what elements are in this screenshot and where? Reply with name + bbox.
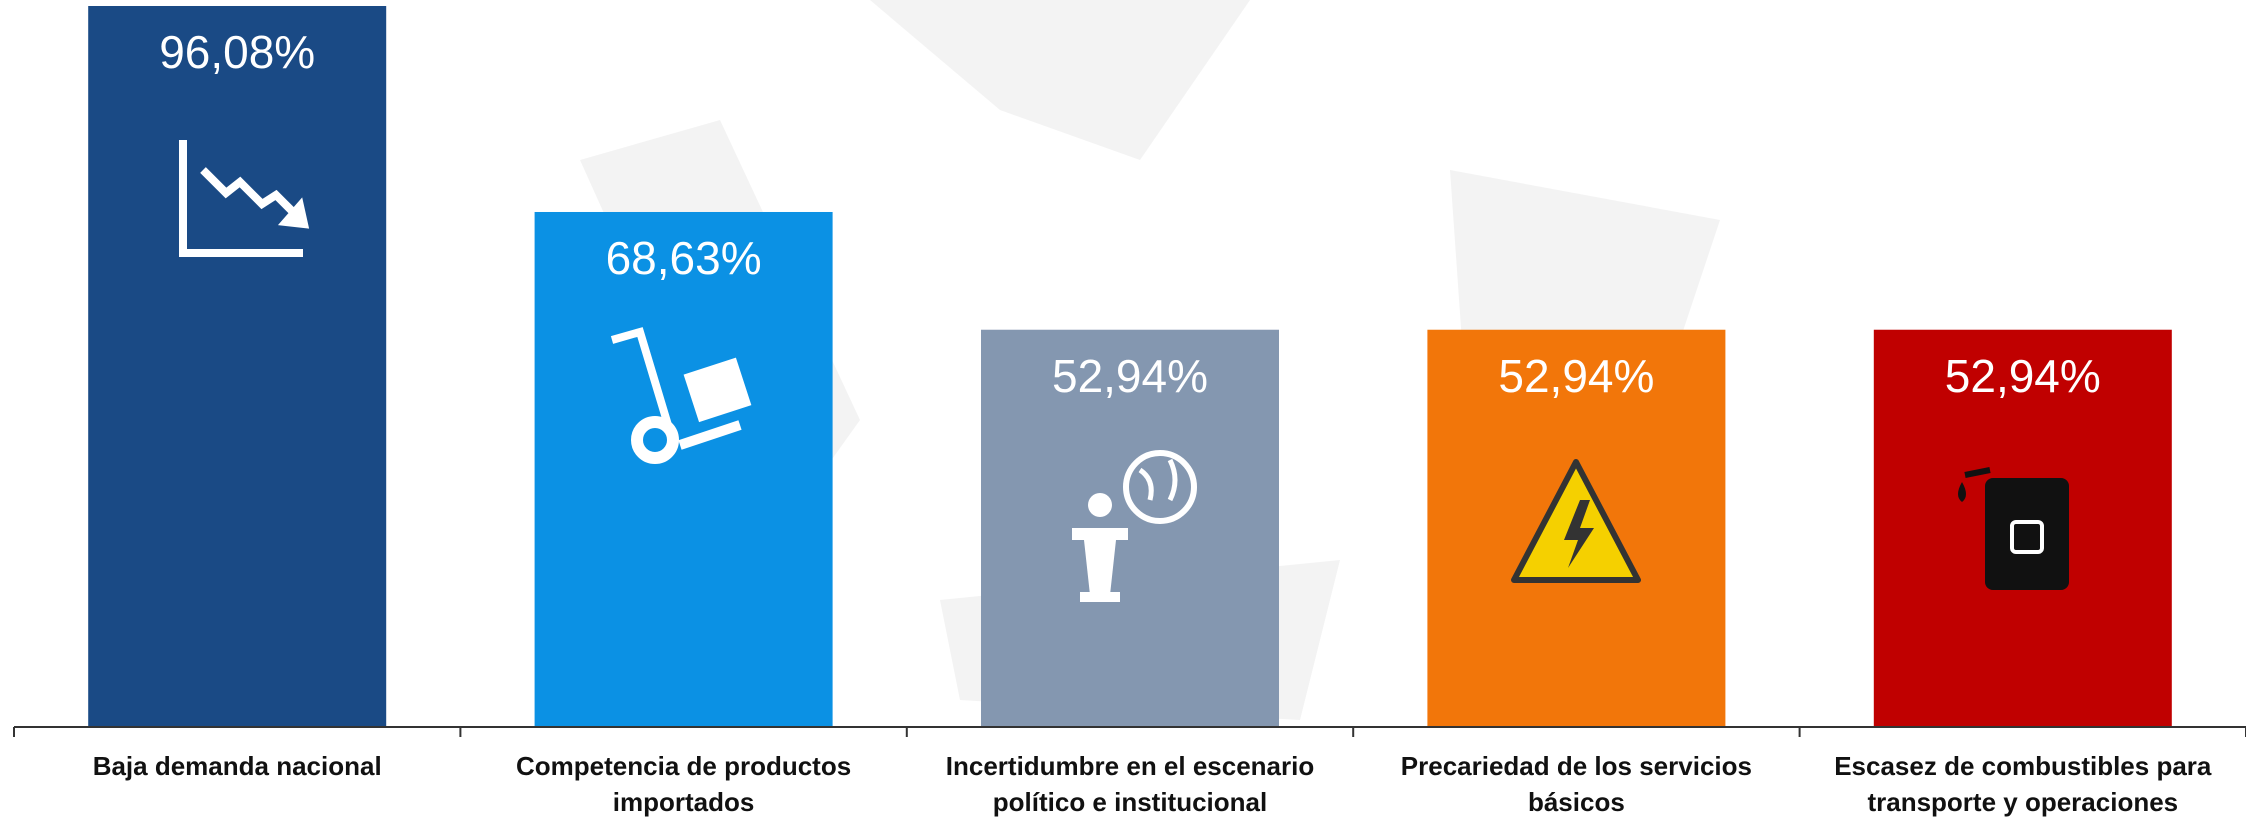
icon-fuel-can [1958, 467, 2069, 590]
x-tick-label: Baja demanda nacional [92, 751, 382, 781]
icon-podium-globe [1072, 450, 1197, 602]
x-tick-label: Competencia de productos importados [516, 751, 852, 817]
bars [88, 6, 2172, 728]
bar [981, 329, 1279, 727]
x-tick-label: Escasez de combustibles para transporte … [1834, 751, 2212, 817]
value-label: 96,08% [159, 26, 315, 78]
bg-arrow [870, 0, 1250, 160]
x-tick-label: Precariedad de los servicios básicos [1400, 751, 1752, 817]
x-tick-label: Incertidumbre en el escenario político e… [945, 751, 1315, 817]
value-label: 52,94% [1052, 350, 1208, 402]
value-label: 52,94% [1498, 350, 1654, 402]
icons [179, 140, 2069, 602]
value-label: 52,94% [1945, 350, 2101, 402]
value-label: 68,63% [606, 232, 762, 284]
icon-trend-down [179, 140, 310, 257]
bar [88, 6, 387, 727]
bar [534, 211, 833, 728]
icon-hand-truck [610, 327, 752, 464]
icon-electric-hazard [1511, 459, 1641, 583]
